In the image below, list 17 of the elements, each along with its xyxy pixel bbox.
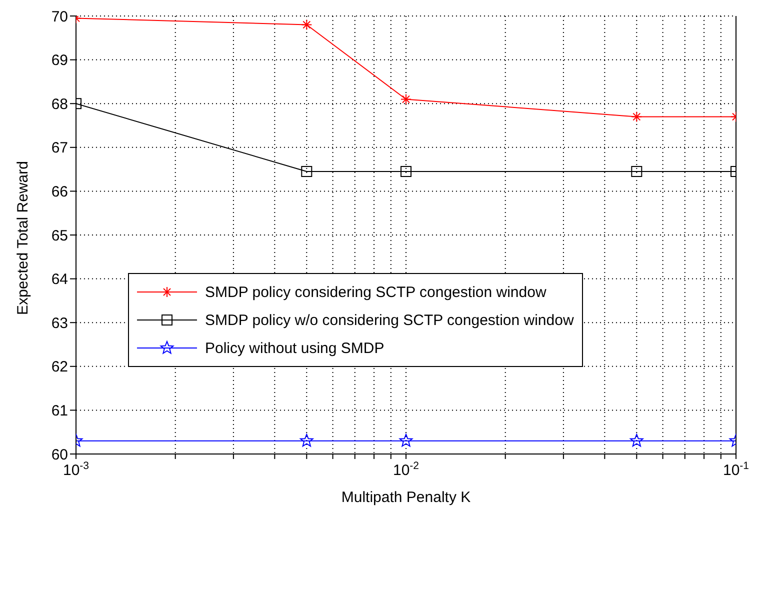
y-tick-label: 70 (51, 8, 68, 26)
y-tick-label: 66 (51, 184, 68, 201)
y-tick-label: 63 (51, 314, 68, 332)
x-tick-label: 10$^{-1}$ (722, 460, 750, 479)
x-tick-label: 10$^{-2}$ (392, 460, 420, 479)
y-tick-label: 65 (51, 227, 68, 244)
x-axis-title: Multipath Penalty K (341, 489, 471, 506)
y-tick-label: 69 (51, 52, 68, 70)
legend-label: SMDP policy w/o considering SCTP congestion window (205, 312, 574, 328)
y-tick-label: 64 (51, 271, 68, 288)
y-tick-label: 61 (51, 402, 68, 420)
y-tick-label: 67 (51, 140, 68, 157)
legend-label: Policy without using SMDP (205, 340, 384, 356)
legend-label: SMDP policy considering SCTP congestion window (205, 284, 546, 300)
y-tick-label: 68 (51, 96, 68, 113)
y-tick-label: 62 (51, 358, 68, 376)
y-axis-title: Expected Total Reward (14, 161, 32, 315)
